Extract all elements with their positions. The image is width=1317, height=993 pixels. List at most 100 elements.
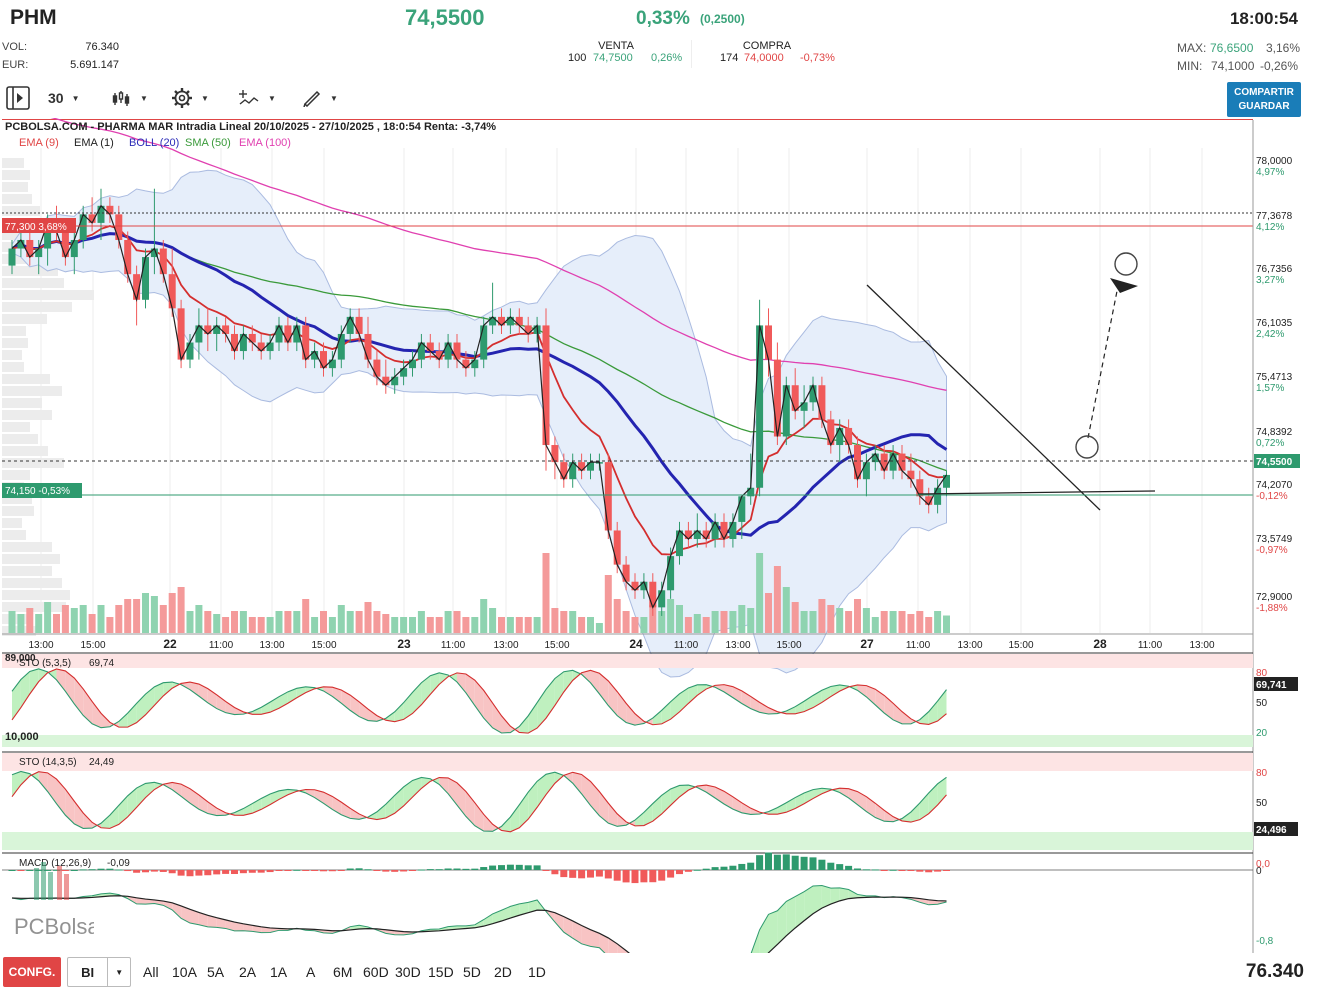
macd-histogram-bar [26,869,34,871]
oscillator-fill [893,703,902,724]
time-axis: 13:00 15:00 22 11:00 13:00 15:00 23 11:00 13:00 1… [2,633,1253,651]
volume-bar [818,599,826,633]
oscillator-fill [136,783,146,808]
candle-body [266,342,274,352]
macd-histogram-bar [845,865,853,870]
oscillator-fill [198,794,208,814]
oscillator-fill [198,684,208,703]
volume-bar [471,617,479,633]
macd-histogram-bar [498,865,505,870]
indicators-button[interactable]: ▼ [238,84,276,112]
macd-fill [590,929,600,948]
ema100-line [50,118,947,391]
period-button-5d[interactable]: 5D [463,964,481,980]
macd-fill [848,889,858,899]
config-button[interactable]: CONFG. [3,957,61,987]
period-button-60d[interactable]: 60D [363,964,389,980]
candle-body [569,462,577,480]
trendline-descending [866,284,1101,511]
panel-toggle-button[interactable] [6,84,30,112]
macd-fill [608,937,618,953]
oscillator-fill [483,814,493,832]
volume-bar [284,611,292,633]
profile-bar [2,170,30,180]
scale-mode-select[interactable]: BI ▼ [67,957,131,987]
oscillator-fill [376,804,386,820]
volume-bar [142,593,149,633]
period-button-15d[interactable]: 15D [428,964,454,980]
chart-type-button[interactable]: ▼ [112,84,148,112]
period-button-1a[interactable]: 1A [270,964,288,980]
macd-fill [759,914,769,953]
macd-histogram-bar [658,870,666,881]
macd-histogram-bar [17,870,25,871]
candle-body [684,530,692,540]
oscillator-fill [385,795,395,818]
macd-fill [270,927,279,933]
volume-bar [515,617,523,633]
candle-body [168,274,176,309]
candle-body [693,530,701,540]
oscillator-fill [501,816,511,832]
oscillator-fill [821,686,831,703]
period-button-2d[interactable]: 2D [494,964,512,980]
candles [8,188,950,616]
macd-histogram-bar [382,870,390,872]
share-save-button[interactable]: COMPARTIR GUARDAR [1227,82,1301,117]
oscillator-fill [439,777,449,794]
profile-bar [2,410,52,420]
oscillator-fill [421,675,431,705]
profile-bar [2,554,60,564]
settings-button[interactable]: ▼ [171,84,209,112]
profile-bar [2,422,30,432]
oscillator-fill [394,702,404,722]
drawing-tools-button[interactable]: ▼ [302,84,338,112]
volume-bar [293,611,301,633]
macd-histogram-bar [827,862,835,870]
volume-bar [44,602,52,633]
period-button-30d[interactable]: 30D [395,964,421,980]
interval-select[interactable]: 30 ▼ [48,84,80,112]
volume-bar [61,605,69,633]
period-button-6m[interactable]: 6M [333,964,353,980]
upper-ref-badge [2,218,76,233]
stochastic-fast-panel: STO (5,3,5) 69,74 80 50 20 69,741 89,000 10,000 [2,652,1298,747]
macd-histogram-bar [8,870,16,871]
period-button-1d[interactable]: 1D [528,964,546,980]
value-badge-label: 69,741 [1256,680,1287,691]
candle-body [150,248,158,258]
period-button-10a[interactable]: 10A [172,964,197,980]
oscillator-fill [617,691,627,723]
macd-histogram-bar [417,869,425,871]
breakout-circle [1075,435,1099,459]
profile-bar [2,614,32,624]
macd-histogram-bar [222,870,230,874]
volume-bar [168,593,176,633]
oscillator-fill [554,671,564,706]
period-button-a[interactable]: A [306,964,316,980]
oscillator-fill [29,668,39,694]
volume-bars [8,553,950,633]
volume-bar [177,587,185,633]
candle-body [337,333,345,360]
chart-top-border [2,119,1253,120]
volume-bar [916,611,924,633]
candle-body [124,239,132,275]
period-button-2a[interactable]: 2A [239,964,257,980]
period-button-all[interactable]: All [143,964,159,980]
oscillator-fill [341,802,351,819]
oscillator-fill [830,684,840,697]
candle-body [453,342,461,360]
volume-bar [266,617,274,633]
candle-body [854,445,861,480]
volume-bar [551,608,559,633]
macd-histogram-bar [409,870,416,871]
macd-histogram-bar [275,870,283,871]
volume-bar [17,614,25,633]
volume-bar [524,617,532,633]
chart-title: PCBOLSA.COM - PHARMA MAR Intradia Lineal… [5,121,496,133]
time-tick: 23 [397,637,411,651]
period-button-5a[interactable]: 5A [207,964,225,980]
pcbolsa-logo-icon: PCBolsa [14,862,100,939]
